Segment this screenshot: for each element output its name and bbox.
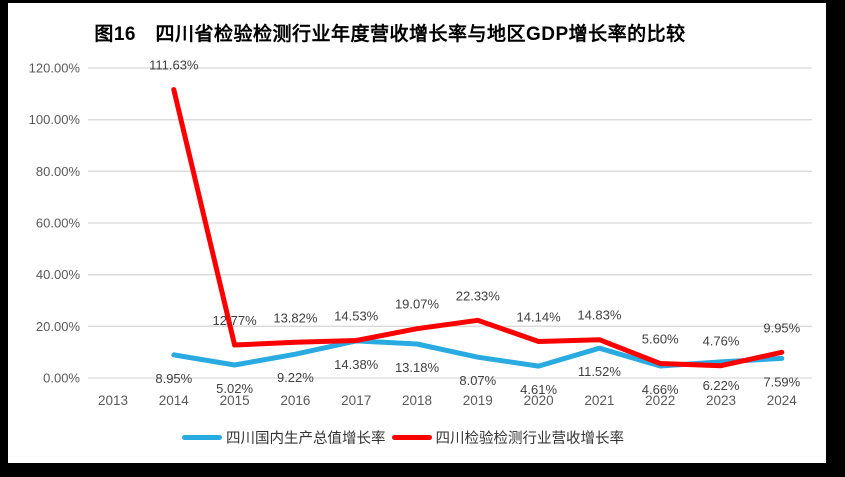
legend-label-revenue: 四川检验检测行业营收增长率 xyxy=(435,431,625,447)
data-label: 4.76% xyxy=(703,334,740,349)
x-axis-tick-label: 2018 xyxy=(402,393,432,408)
legend-swatch-gdp-line-icon xyxy=(182,435,222,440)
data-label: 14.38% xyxy=(334,357,379,372)
y-axis-tick-label: 40.00% xyxy=(36,267,81,282)
y-axis-tick-label: 60.00% xyxy=(36,216,81,231)
data-label: 14.83% xyxy=(577,308,622,323)
data-label: 13.18% xyxy=(395,360,440,375)
legend-item-revenue: 四川检验检测行业营收增长率 xyxy=(391,427,625,448)
x-axis-tick-label: 2015 xyxy=(220,393,250,408)
x-axis-tick-label: 2024 xyxy=(767,393,798,408)
data-label: 5.02% xyxy=(216,381,253,396)
data-label: 7.59% xyxy=(763,374,800,389)
data-label: 12.77% xyxy=(213,313,258,328)
x-axis-tick-label: 2019 xyxy=(463,393,493,408)
data-label: 6.22% xyxy=(703,378,740,393)
chart-legend: 四川国内生产总值增长率 四川检验检测行业营收增长率 xyxy=(8,427,798,448)
data-label: 14.14% xyxy=(517,309,562,324)
y-axis-tick-label: 0.00% xyxy=(43,371,80,386)
data-label: 14.53% xyxy=(334,308,379,323)
legend-swatch-revenue-line-icon xyxy=(391,435,432,440)
chart-title: 图16 四川省检验检测行业年度营收增长率与地区GDP增长率的比较 xyxy=(94,24,686,45)
data-label: 111.63% xyxy=(149,58,199,73)
x-axis-tick-label: 2022 xyxy=(645,393,675,408)
y-axis-tick-label: 120.00% xyxy=(29,61,81,76)
data-label: 13.82% xyxy=(273,310,318,325)
legend-label-gdp: 四川国内生产总值增长率 xyxy=(226,431,386,447)
data-label: 4.61% xyxy=(520,382,557,397)
chart-panel: 图16 四川省检验检测行业年度营收增长率与地区GDP增长率的比较 0.00% 20… xyxy=(8,3,826,463)
x-axis-tick-label: 2013 xyxy=(98,393,128,408)
data-label: 9.22% xyxy=(277,370,314,385)
data-label: 8.07% xyxy=(459,373,496,388)
x-axis-tick-label: 2023 xyxy=(706,393,736,408)
data-label: 11.52% xyxy=(578,364,622,379)
x-axis-tick-label: 2017 xyxy=(341,393,371,408)
data-label: 22.33% xyxy=(456,288,501,303)
data-label: 8.95% xyxy=(155,371,192,386)
x-axis-tick-label: 2016 xyxy=(280,393,310,408)
x-axis-tick-label: 2021 xyxy=(584,393,614,408)
data-label: 19.07% xyxy=(395,297,440,312)
y-axis-tick-label: 100.00% xyxy=(29,112,81,127)
series-line-revenue xyxy=(171,87,785,369)
y-axis-tick-label: 20.00% xyxy=(36,319,81,334)
x-axis-tick-label: 2020 xyxy=(524,393,554,408)
x-axis-tick-label: 2014 xyxy=(159,393,190,408)
data-label: 9.95% xyxy=(763,320,800,335)
data-label: 4.66% xyxy=(642,382,679,397)
data-label: 5.60% xyxy=(642,332,679,347)
legend-item-gdp: 四川国内生产总值增长率 xyxy=(182,427,386,448)
y-axis-tick-label: 80.00% xyxy=(36,164,81,179)
